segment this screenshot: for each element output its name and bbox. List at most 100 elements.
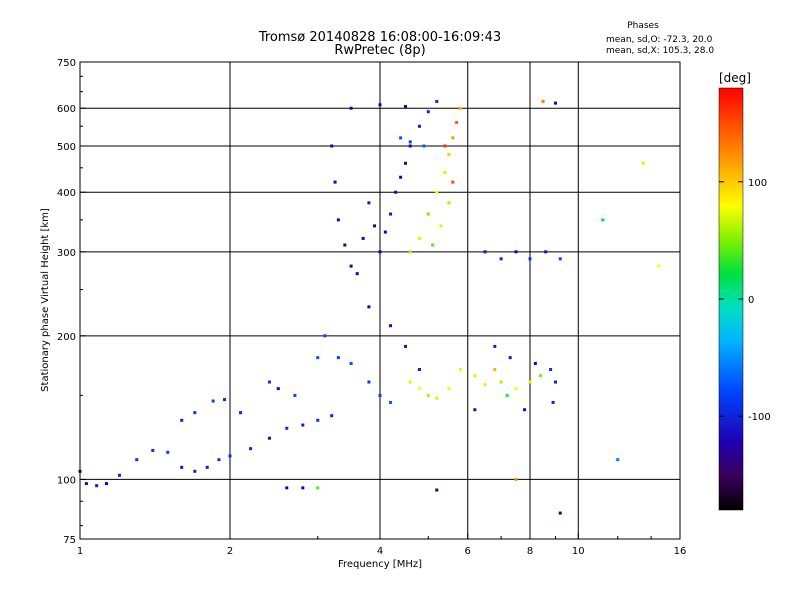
data-point	[451, 136, 455, 140]
data-point	[323, 334, 327, 338]
data-point	[483, 250, 487, 254]
y-tick-label: 750	[57, 58, 76, 69]
data-point	[408, 144, 412, 148]
data-point	[431, 243, 435, 247]
data-point	[499, 380, 503, 384]
data-point	[151, 448, 155, 452]
data-point	[193, 469, 197, 473]
data-point	[316, 486, 320, 490]
data-point	[451, 180, 455, 184]
grid	[80, 62, 680, 539]
x-tick-label: 6	[465, 546, 471, 557]
data-point	[544, 250, 548, 254]
colorbar-tick-label: 0	[748, 295, 754, 306]
data-point	[514, 250, 518, 254]
data-point	[301, 423, 305, 427]
data-point	[455, 121, 459, 125]
data-point	[657, 264, 661, 268]
data-point	[193, 411, 197, 415]
data-point	[505, 393, 509, 397]
y-tick-label: 300	[57, 248, 76, 259]
data-point	[447, 387, 451, 391]
x-axis-ticks: 1 2 4 6 8 10 16	[77, 533, 687, 557]
data-point	[616, 458, 620, 462]
data-point	[349, 361, 353, 365]
data-point	[285, 426, 289, 430]
data-point	[330, 144, 334, 148]
data-point	[422, 144, 426, 148]
data-point	[426, 212, 430, 216]
data-point	[378, 103, 382, 107]
data-point	[439, 224, 443, 228]
data-point	[249, 447, 253, 451]
data-point	[528, 257, 532, 261]
data-point	[95, 484, 99, 488]
data-point	[285, 486, 289, 490]
x-tick-label: 16	[674, 546, 687, 557]
data-point	[180, 418, 184, 422]
colorbar: [deg] 100 0 -100	[718, 71, 771, 511]
data-point	[408, 140, 412, 144]
y-axis-label: Stationary phase Virtual Height [km]	[40, 208, 51, 392]
data-point	[228, 454, 232, 458]
data-point	[399, 136, 403, 140]
data-point	[551, 400, 555, 404]
data-point	[601, 218, 605, 222]
data-point	[117, 473, 121, 477]
data-point	[558, 257, 562, 261]
chart-subtitle: RwPretec (8p)	[334, 43, 425, 58]
data-point	[349, 264, 353, 268]
data-point	[389, 324, 393, 328]
x-axis-label: Frequency [MHz]	[338, 559, 422, 570]
data-point	[349, 106, 353, 110]
phase-stats-o: mean, sd,O: -72.3, 20.0	[606, 35, 713, 45]
data-point	[373, 224, 377, 228]
data-point	[447, 201, 451, 205]
data-point	[417, 124, 421, 128]
data-point	[403, 161, 407, 165]
colorbar-tick-label: -100	[748, 412, 771, 423]
data-point	[383, 230, 387, 234]
data-point	[553, 101, 557, 105]
data-point	[473, 408, 477, 412]
x-tick-label: 2	[227, 546, 233, 557]
chart-title: Tromsø 20140828 16:08:00-16:09:43	[258, 30, 501, 45]
data-point	[355, 272, 359, 276]
data-point	[361, 236, 365, 240]
y-tick-label: 75	[63, 535, 76, 546]
data-point	[408, 250, 412, 254]
data-point	[367, 305, 371, 309]
data-point	[426, 393, 430, 397]
data-point	[403, 344, 407, 348]
data-point	[330, 414, 334, 418]
data-point	[514, 387, 518, 391]
data-point	[166, 450, 170, 454]
data-point	[211, 399, 215, 403]
data-point	[426, 110, 430, 114]
phase-stats-header: Phases	[627, 21, 659, 31]
data-point	[333, 180, 337, 184]
data-point	[493, 367, 497, 371]
data-point	[378, 250, 382, 254]
data-point	[417, 236, 421, 240]
y-tick-label: 400	[57, 188, 76, 199]
data-point	[223, 398, 227, 402]
data-point	[301, 486, 305, 490]
data-point	[417, 387, 421, 391]
data-point	[336, 218, 340, 222]
data-point	[533, 361, 537, 365]
data-point	[447, 152, 451, 156]
data-point	[508, 356, 512, 360]
data-point	[316, 356, 320, 360]
phase-stats-x: mean, sd,X: 105.3, 28.0	[606, 46, 714, 56]
data-point	[435, 396, 439, 400]
data-point	[389, 212, 393, 216]
data-point	[316, 418, 320, 422]
data-point	[367, 380, 371, 384]
data-point	[217, 458, 221, 462]
data-point	[84, 482, 88, 486]
data-point	[458, 367, 462, 371]
data-point	[473, 374, 477, 378]
data-point	[435, 488, 439, 492]
